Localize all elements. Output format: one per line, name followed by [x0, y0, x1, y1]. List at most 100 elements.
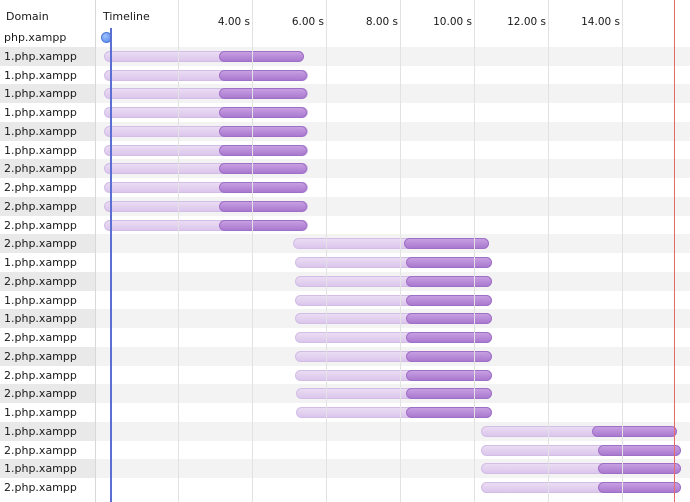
domain-cell: 2.php.xampp — [0, 384, 95, 404]
domain-cell: 1.php.xampp — [0, 84, 95, 104]
timeline-gridline — [326, 0, 327, 502]
receive-bar[interactable] — [405, 388, 493, 400]
domain-name: 2.php.xampp — [4, 199, 77, 213]
request-row[interactable]: 2.php.xampp — [0, 178, 690, 197]
domain-cell: 1.php.xampp — [0, 403, 95, 422]
domain-name: 2.php.xampp — [4, 237, 77, 251]
request-row[interactable]: 2.php.xampp — [0, 366, 690, 385]
receive-bar[interactable] — [405, 294, 493, 306]
domain-name: 2.php.xampp — [4, 181, 77, 194]
request-row[interactable]: 1.php.xampp — [0, 309, 690, 329]
receive-bar[interactable] — [597, 482, 682, 493]
domain-name: 1.php.xampp — [4, 68, 77, 82]
load-time-marker — [674, 0, 675, 502]
domain-name: 1.php.xampp — [4, 462, 77, 476]
request-row[interactable]: 1.php.xampp — [0, 121, 690, 141]
request-row[interactable]: 2.php.xampp — [0, 234, 690, 254]
receive-bar[interactable] — [218, 163, 308, 175]
receive-bar[interactable] — [218, 50, 304, 62]
timeline-gridline — [622, 0, 623, 502]
domain-cell: 1.php.xampp — [0, 459, 95, 479]
domain-cell: 2.php.xampp — [0, 196, 95, 216]
request-row[interactable]: 1.php.xampp — [0, 253, 690, 272]
column-header-timeline[interactable]: Timeline — [103, 10, 150, 23]
header-bar: Domain Timeline 4.00 s 6.00 s 8.00 s 10.00 … — [0, 0, 690, 28]
timeline-tick-label: 6.00 s — [291, 16, 324, 28]
wait-bar[interactable] — [104, 163, 308, 175]
receive-bar[interactable] — [218, 144, 308, 156]
request-row[interactable]: 2.php.xampp — [0, 196, 690, 216]
timeline-gridline — [178, 0, 179, 502]
receive-bar[interactable] — [597, 444, 682, 456]
column-divider[interactable] — [95, 0, 96, 502]
domain-cell: 2.php.xampp — [0, 478, 95, 497]
request-row[interactable]: 2.php.xampp — [0, 384, 690, 404]
domain-cell: 1.php.xampp — [0, 291, 95, 310]
receive-bar[interactable] — [218, 182, 308, 193]
request-row[interactable]: 1.php.xampp — [0, 84, 690, 104]
receive-bar[interactable] — [592, 425, 678, 437]
receive-bar[interactable] — [218, 69, 308, 81]
domain-name: 2.php.xampp — [4, 387, 77, 401]
domain-cell: 2.php.xampp — [0, 216, 95, 235]
domain-cell: 2.php.xampp — [0, 159, 95, 179]
request-row[interactable]: 2.php.xampp — [0, 216, 690, 235]
timeline-tick-label: 10.00 s — [433, 16, 472, 28]
request-row[interactable]: php.xampp — [0, 28, 690, 47]
column-header-domain[interactable]: Domain — [6, 10, 49, 23]
receive-bar[interactable] — [597, 463, 682, 475]
receive-bar[interactable] — [405, 350, 493, 362]
timeline-tick-label: 12.00 s — [507, 16, 546, 28]
request-row[interactable]: 2.php.xampp — [0, 271, 690, 291]
request-row[interactable]: 2.php.xampp — [0, 478, 690, 497]
request-row[interactable]: 2.php.xampp — [0, 346, 690, 366]
request-row[interactable]: 1.php.xampp — [0, 291, 690, 310]
start-time-marker — [110, 28, 112, 502]
request-row[interactable]: 1.php.xampp — [0, 103, 690, 122]
domain-cell: 2.php.xampp — [0, 271, 95, 291]
domain-cell: 2.php.xampp — [0, 328, 95, 347]
domain-name: 1.php.xampp — [4, 49, 77, 63]
receive-bar[interactable] — [218, 219, 308, 231]
domain-name: 1.php.xampp — [4, 124, 77, 138]
request-row[interactable]: 1.php.xampp — [0, 46, 690, 66]
receive-bar[interactable] — [405, 313, 493, 325]
timeline-tick-label: 4.00 s — [217, 16, 250, 28]
request-row[interactable]: 1.php.xampp — [0, 421, 690, 441]
wait-bar[interactable] — [104, 88, 308, 100]
domain-name: 2.php.xampp — [4, 443, 77, 457]
receive-bar[interactable] — [218, 125, 308, 137]
domain-name: 2.php.xampp — [4, 481, 77, 494]
receive-bar[interactable] — [405, 257, 493, 268]
request-row[interactable]: 2.php.xampp — [0, 441, 690, 460]
request-row[interactable]: 2.php.xampp — [0, 328, 690, 347]
domain-cell: 2.php.xampp — [0, 366, 95, 385]
timeline-tick-label: 14.00 s — [581, 16, 620, 28]
request-row[interactable]: 2.php.xampp — [0, 159, 690, 179]
request-row[interactable]: 1.php.xampp — [0, 66, 690, 85]
request-row[interactable]: 1.php.xampp — [0, 403, 690, 422]
domain-name: 2.php.xampp — [4, 218, 77, 232]
domain-cell: 2.php.xampp — [0, 346, 95, 366]
request-rows: php.xampp 1.php.xampp 1.php.xampp 1.php.xam… — [0, 28, 690, 502]
domain-cell: 2.php.xampp — [0, 178, 95, 197]
receive-bar[interactable] — [218, 107, 308, 118]
receive-bar[interactable] — [405, 369, 493, 381]
domain-name: 2.php.xampp — [4, 274, 77, 288]
domain-cell: 1.php.xampp — [0, 253, 95, 272]
domain-name: 1.php.xampp — [4, 406, 77, 419]
domain-cell: 1.php.xampp — [0, 309, 95, 329]
domain-cell: 1.php.xampp — [0, 66, 95, 85]
receive-bar[interactable] — [403, 238, 489, 250]
domain-name: php.xampp — [4, 31, 67, 44]
request-row[interactable]: 1.php.xampp — [0, 459, 690, 479]
domain-name: 2.php.xampp — [4, 162, 77, 176]
receive-bar[interactable] — [405, 407, 493, 418]
domain-cell: 2.php.xampp — [0, 441, 95, 460]
receive-bar[interactable] — [218, 200, 308, 212]
receive-bar[interactable] — [405, 332, 493, 343]
domain-name: 2.php.xampp — [4, 349, 77, 363]
receive-bar[interactable] — [218, 88, 308, 100]
receive-bar[interactable] — [405, 275, 493, 287]
request-row[interactable]: 1.php.xampp — [0, 141, 690, 160]
